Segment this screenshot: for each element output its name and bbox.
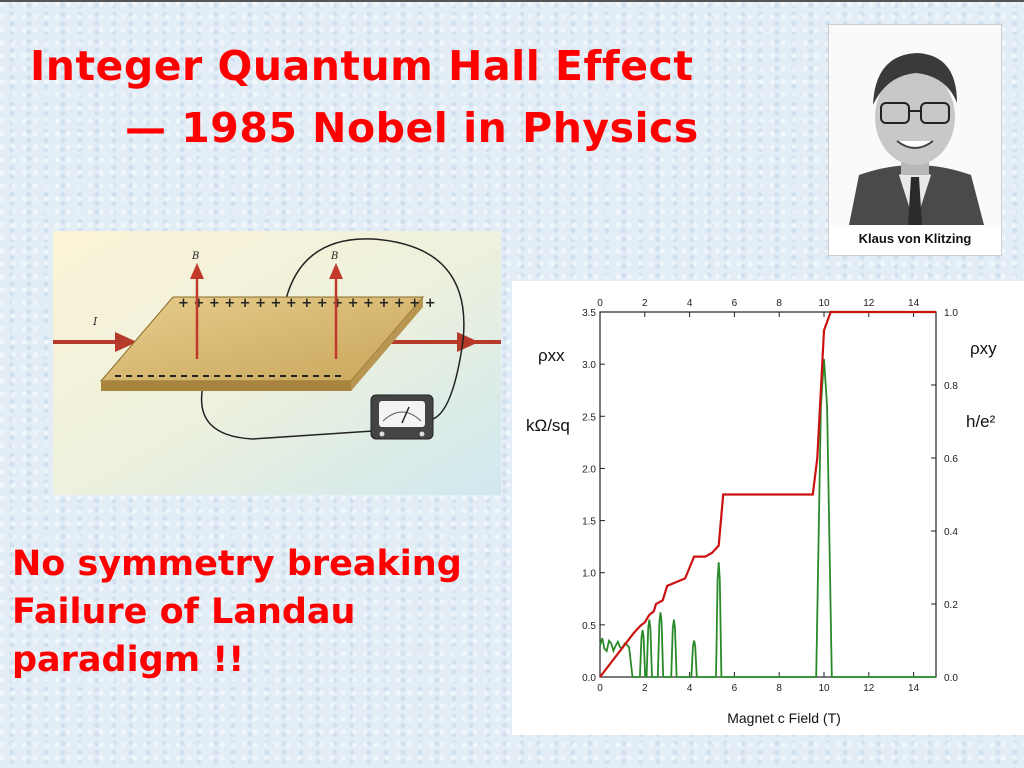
slide-title-line1: Integer Quantum Hall Effect — [30, 42, 694, 90]
y-right-tick-label: 1.0 — [944, 308, 958, 319]
x-top-tick-label: 2 — [642, 298, 648, 309]
x-axis-label: Magnet c Field (T) — [727, 710, 841, 726]
y-right-label-line1: ρxy — [970, 339, 997, 358]
portrait-illustration — [829, 25, 1001, 225]
voltmeter-icon — [370, 394, 434, 440]
x-tick-label: 4 — [687, 683, 693, 694]
x-top-tick-label: 10 — [818, 298, 830, 309]
y-right-tick-label: 0.2 — [944, 600, 958, 611]
b-field-label-right: B — [330, 251, 338, 262]
rho-xy-series — [599, 310, 936, 678]
b-field-label-left: B — [191, 251, 199, 262]
y-left-tick-label: 0.0 — [582, 673, 596, 684]
y-right-tick-label: 0.8 — [944, 381, 958, 392]
y-left-label-line1: ρxx — [538, 346, 565, 365]
x-top-tick-label: 14 — [908, 298, 920, 309]
x-top-tick-label: 4 — [687, 298, 693, 309]
y-right-tick-label: 0.0 — [944, 673, 958, 684]
y-left-tick-label: 2.0 — [582, 464, 596, 475]
x-tick-label: 12 — [863, 683, 875, 694]
y-left-tick-label: 3.0 — [582, 360, 596, 371]
y-left-tick-label: 2.5 — [582, 412, 596, 423]
y-left-label-line2: kΩ/sq — [526, 416, 570, 435]
x-top-tick-label: 12 — [863, 298, 875, 309]
x-top-tick-label: 0 — [597, 298, 603, 309]
quantum-hall-chart: 0 2 4 6 8 10 12 14 0 2 4 6 8 10 12 14 0.0 0.5 1.0 1.5 2.0 2… — [512, 281, 1024, 735]
y-right-tick-label: 0.6 — [944, 454, 958, 465]
current-label: I — [92, 315, 98, 328]
hall-effect-diagram: I + + + + + + + + + + + + + + + + + B B — [53, 231, 501, 495]
x-tick-label: 10 — [818, 683, 830, 694]
x-tick-label: 6 — [732, 683, 738, 694]
x-tick-label: 8 — [776, 683, 782, 694]
y-left-tick-label: 1.0 — [582, 569, 596, 580]
x-top-tick-label: 8 — [776, 298, 782, 309]
top-rule — [0, 0, 1024, 2]
body-line-3: paradigm !! — [12, 640, 245, 680]
slide-title-line2: — 1985 Nobel in Physics — [125, 104, 699, 152]
body-line-2: Failure of Landau — [12, 592, 356, 632]
y-right-tick-label: 0.4 — [944, 527, 958, 538]
portrait-photo: Klaus von Klitzing — [828, 24, 1002, 256]
x-tick-label: 0 — [597, 683, 603, 694]
y-left-tick-label: 3.5 — [582, 308, 596, 319]
y-right-label-line2: h/e² — [966, 412, 996, 431]
svg-text:+ + + + + + + + + + + + + + +: + + + + + + + + + + + + + + + + + — [178, 296, 436, 311]
body-line-1: No symmetry breaking — [12, 544, 462, 584]
portrait-caption: Klaus von Klitzing — [858, 231, 972, 246]
y-left-tick-label: 1.5 — [582, 517, 596, 528]
x-top-tick-label: 6 — [732, 298, 738, 309]
x-tick-label: 14 — [908, 683, 920, 694]
rho-xx-series — [599, 358, 936, 678]
y-left-tick-label: 0.5 — [582, 621, 596, 632]
x-tick-label: 2 — [642, 683, 648, 694]
